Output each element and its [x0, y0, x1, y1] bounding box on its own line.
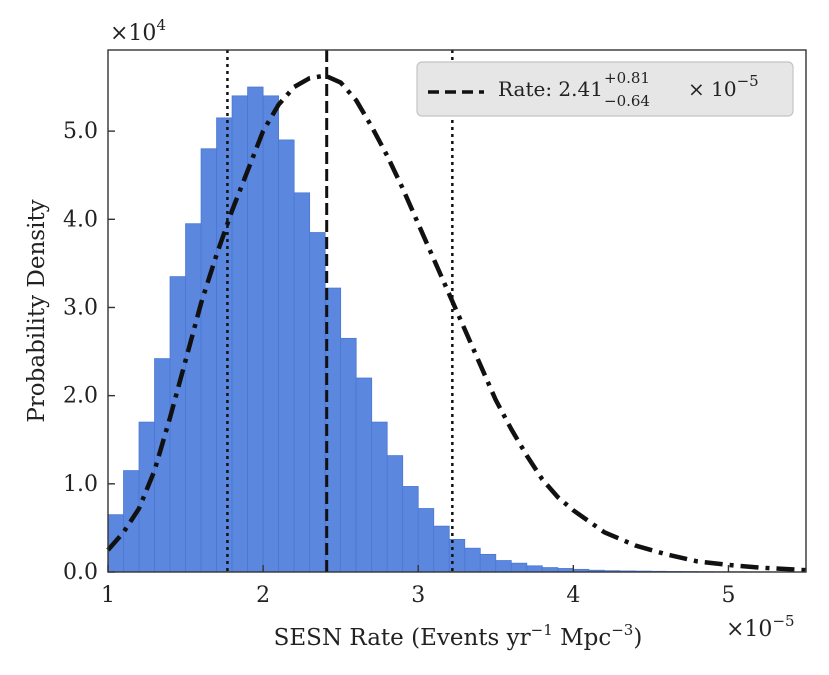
x-multiplier: ×10−5	[726, 612, 795, 642]
y-tick-label: 2.0	[63, 384, 98, 409]
histogram-bar	[526, 565, 543, 573]
histogram-bar	[371, 421, 388, 573]
histogram-bar	[402, 486, 419, 573]
fit-curve	[106, 73, 807, 573]
histogram-bar	[293, 192, 311, 573]
x-tick-label: 1	[101, 583, 115, 608]
histogram-bar	[386, 455, 404, 573]
y-tick-label: 1.0	[63, 472, 98, 497]
credible-interval-lines	[226, 50, 454, 572]
x-tick-label: 2	[256, 583, 270, 608]
y-tick-label: 0.0	[63, 560, 98, 585]
x-tick-label: 3	[411, 583, 425, 608]
histogram-bar	[200, 148, 217, 573]
histogram-bar	[216, 117, 233, 573]
legend-lower-error: −0.64	[604, 92, 650, 110]
legend-box	[416, 61, 794, 117]
histogram-bar	[169, 276, 186, 573]
y-tick-label: 4.0	[63, 207, 98, 232]
x-axis-title: SESN Rate (Events yr−1 Mpc−3)	[274, 621, 643, 651]
plot-frame	[107, 49, 807, 573]
histogram-bar	[510, 562, 528, 573]
histogram-bar	[479, 553, 497, 573]
y-tick-label: 5.0	[63, 119, 98, 144]
histogram-bar	[231, 95, 248, 573]
histogram-bar	[340, 337, 357, 573]
x-tick-label: 5	[721, 583, 735, 608]
histogram-bar	[417, 508, 435, 573]
histogram-bar	[278, 139, 295, 573]
axis-ticks: 1 2 3 4 5 0.0 1.0 2.0 3.0 4.0 5.0	[63, 119, 735, 608]
histogram-bar	[355, 377, 373, 573]
legend-multiplier: × 10−5	[688, 72, 759, 101]
x-tick-label: 4	[566, 583, 580, 608]
histogram-bar	[433, 525, 450, 573]
histogram-bar	[495, 560, 512, 573]
histogram-bar	[185, 223, 202, 573]
legend-label: Rate: 2.41	[498, 77, 603, 101]
histogram-bar	[464, 547, 481, 573]
histogram-bar	[309, 232, 326, 573]
legend: Rate: 2.41 +0.81 −0.64 × 10−5	[416, 61, 794, 117]
histogram-bar	[247, 86, 264, 573]
y-tick-label: 3.0	[63, 295, 98, 320]
fit-curve-layer	[106, 73, 807, 573]
histogram-bars	[107, 86, 807, 573]
y-axis-title: Probability Density	[24, 199, 50, 422]
histogram-bar	[262, 95, 280, 573]
y-multiplier: ×104	[110, 16, 166, 46]
legend-upper-error: +0.81	[604, 69, 650, 87]
